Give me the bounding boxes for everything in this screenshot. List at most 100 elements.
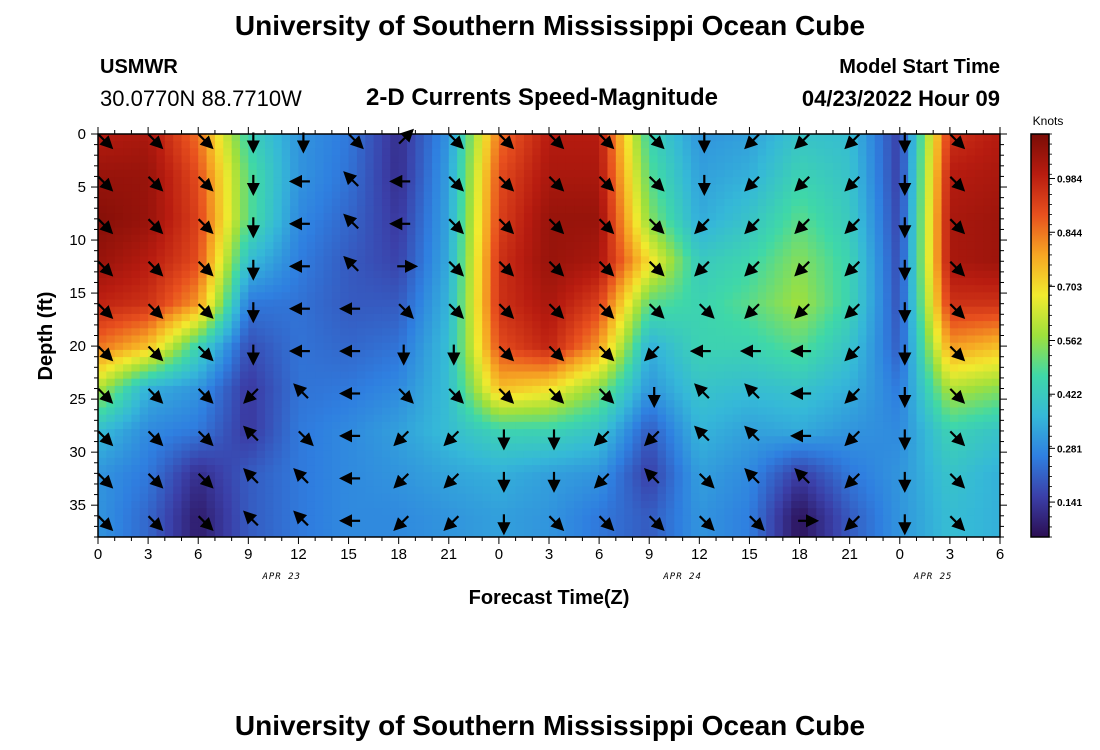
heatmap-cell bbox=[624, 328, 634, 337]
heatmap-cell bbox=[858, 299, 867, 308]
heatmap-cell bbox=[123, 335, 133, 344]
heatmap-cell bbox=[256, 357, 266, 365]
heatmap-cell bbox=[323, 256, 333, 265]
heatmap-cell bbox=[181, 378, 191, 387]
heatmap-cell bbox=[716, 407, 725, 416]
heatmap-cell bbox=[306, 364, 316, 373]
heatmap-cell bbox=[239, 277, 249, 286]
heatmap-cell bbox=[891, 429, 901, 437]
heatmap-cell bbox=[640, 328, 650, 337]
heatmap-cell bbox=[381, 393, 391, 401]
heatmap-cell bbox=[106, 378, 116, 387]
heatmap-cell bbox=[590, 393, 600, 401]
heatmap-cell bbox=[883, 313, 893, 322]
heatmap-cell bbox=[665, 249, 675, 257]
heatmap-cell bbox=[440, 263, 450, 272]
heatmap-cell bbox=[490, 227, 500, 236]
heatmap-cell bbox=[315, 429, 325, 437]
heatmap-cell bbox=[674, 205, 684, 214]
heatmap-cell bbox=[373, 263, 383, 272]
heatmap-cell bbox=[173, 148, 183, 157]
heatmap-cell bbox=[682, 393, 692, 401]
heatmap-cell bbox=[866, 213, 876, 221]
heatmap-cell bbox=[498, 328, 508, 337]
heatmap-cell bbox=[824, 285, 834, 293]
heatmap-cell bbox=[223, 292, 233, 301]
heatmap-cell bbox=[782, 321, 792, 329]
heatmap-cell bbox=[574, 134, 584, 142]
heatmap-cell bbox=[164, 450, 174, 459]
heatmap-cell bbox=[348, 198, 358, 207]
heatmap-cell bbox=[198, 443, 208, 452]
heatmap-cell bbox=[624, 213, 634, 221]
heatmap-cell bbox=[331, 227, 341, 236]
heatmap-cell bbox=[490, 191, 500, 200]
heatmap-cell bbox=[540, 213, 550, 221]
heatmap-cell bbox=[532, 155, 542, 164]
heatmap-cell bbox=[799, 313, 809, 322]
heatmap-cell bbox=[749, 328, 759, 337]
heatmap-cell bbox=[557, 313, 567, 322]
heatmap-cell bbox=[590, 263, 600, 272]
heatmap-cell bbox=[465, 234, 475, 243]
heatmap-cell bbox=[340, 414, 350, 423]
heatmap-cell bbox=[966, 177, 976, 185]
heatmap-cell bbox=[832, 306, 842, 315]
heatmap-cell bbox=[381, 436, 391, 445]
heatmap-cell bbox=[958, 342, 968, 351]
heatmap-cell bbox=[816, 349, 826, 358]
heatmap-cell bbox=[690, 335, 700, 344]
heatmap-cell bbox=[983, 335, 993, 344]
heatmap-cell bbox=[156, 321, 166, 329]
heatmap-cell bbox=[690, 457, 700, 466]
heatmap-cell bbox=[858, 270, 867, 279]
heatmap-cell bbox=[248, 364, 258, 373]
heatmap-cell bbox=[423, 198, 433, 207]
heatmap-cell bbox=[381, 241, 391, 250]
heatmap-cell bbox=[874, 220, 884, 229]
heatmap-cell bbox=[114, 306, 124, 315]
heatmap-cell bbox=[256, 277, 266, 286]
heatmap-cell bbox=[432, 148, 442, 157]
heatmap-cell bbox=[390, 198, 400, 207]
heatmap-cell bbox=[866, 393, 876, 401]
heatmap-cell bbox=[432, 234, 442, 243]
heatmap-cell bbox=[958, 227, 968, 236]
heatmap-cell bbox=[757, 169, 767, 178]
heatmap-cell bbox=[724, 249, 734, 257]
heatmap-cell bbox=[398, 241, 408, 250]
heatmap-cell bbox=[582, 371, 592, 380]
heatmap-cell bbox=[98, 256, 107, 265]
heatmap-cell bbox=[716, 234, 725, 243]
heatmap-cell bbox=[807, 349, 817, 358]
heatmap-cell bbox=[540, 328, 550, 337]
heatmap-cell bbox=[891, 162, 901, 171]
heatmap-cell bbox=[390, 450, 400, 459]
heatmap-cell bbox=[315, 385, 325, 394]
heatmap-cell bbox=[807, 241, 817, 250]
heatmap-cell bbox=[523, 277, 533, 286]
heatmap-cell bbox=[523, 198, 533, 207]
heatmap-cell bbox=[231, 184, 241, 193]
heatmap-cell bbox=[924, 414, 934, 423]
heatmap-cell bbox=[407, 292, 416, 301]
heatmap-cell bbox=[256, 285, 266, 293]
heatmap-cell bbox=[974, 220, 984, 229]
heatmap-cell bbox=[549, 184, 558, 193]
heatmap-cell bbox=[941, 349, 951, 358]
heatmap-cell bbox=[824, 270, 834, 279]
heatmap-cell bbox=[674, 198, 684, 207]
heatmap-cell bbox=[490, 241, 500, 250]
heatmap-cell bbox=[315, 220, 325, 229]
heatmap-cell bbox=[674, 436, 684, 445]
heatmap-cell bbox=[123, 169, 133, 178]
heatmap-cell bbox=[841, 393, 851, 401]
heatmap-cell bbox=[974, 450, 984, 459]
heatmap-cell bbox=[924, 213, 934, 221]
heatmap-cell bbox=[724, 364, 734, 373]
heatmap-cell bbox=[139, 227, 149, 236]
heatmap-cell bbox=[624, 400, 634, 409]
heatmap-cell bbox=[590, 342, 600, 351]
heatmap-cell bbox=[440, 393, 450, 401]
heatmap-cell bbox=[290, 292, 300, 301]
